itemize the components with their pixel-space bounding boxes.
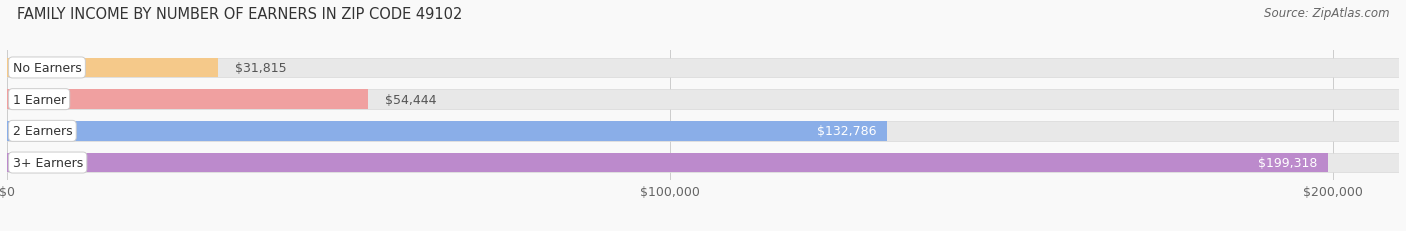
Bar <box>7 122 1399 141</box>
Text: $31,815: $31,815 <box>235 62 287 75</box>
Text: 3+ Earners: 3+ Earners <box>13 156 83 169</box>
Bar <box>7 153 1329 173</box>
Bar <box>7 90 368 109</box>
Bar <box>7 58 218 78</box>
Bar <box>7 153 1399 173</box>
Bar <box>7 122 887 141</box>
Bar <box>7 58 1399 78</box>
Text: 2 Earners: 2 Earners <box>13 125 72 138</box>
Text: No Earners: No Earners <box>13 62 82 75</box>
Text: Source: ZipAtlas.com: Source: ZipAtlas.com <box>1264 7 1389 20</box>
Text: $132,786: $132,786 <box>817 125 876 138</box>
Text: $54,444: $54,444 <box>385 93 436 106</box>
Bar <box>7 90 1399 109</box>
Text: FAMILY INCOME BY NUMBER OF EARNERS IN ZIP CODE 49102: FAMILY INCOME BY NUMBER OF EARNERS IN ZI… <box>17 7 463 22</box>
Text: $199,318: $199,318 <box>1257 156 1317 169</box>
Text: 1 Earner: 1 Earner <box>13 93 66 106</box>
